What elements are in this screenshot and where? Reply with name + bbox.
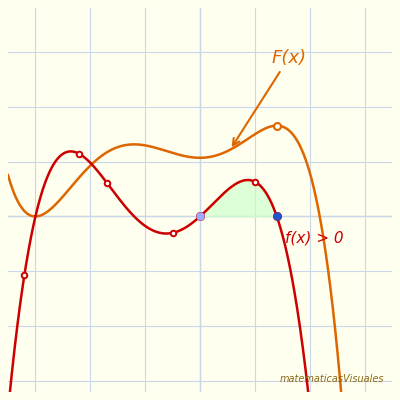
Text: matematicasVisuales: matematicasVisuales bbox=[280, 374, 384, 384]
Text: F(x): F(x) bbox=[233, 49, 306, 145]
Text: f(x) > 0: f(x) > 0 bbox=[285, 230, 344, 245]
